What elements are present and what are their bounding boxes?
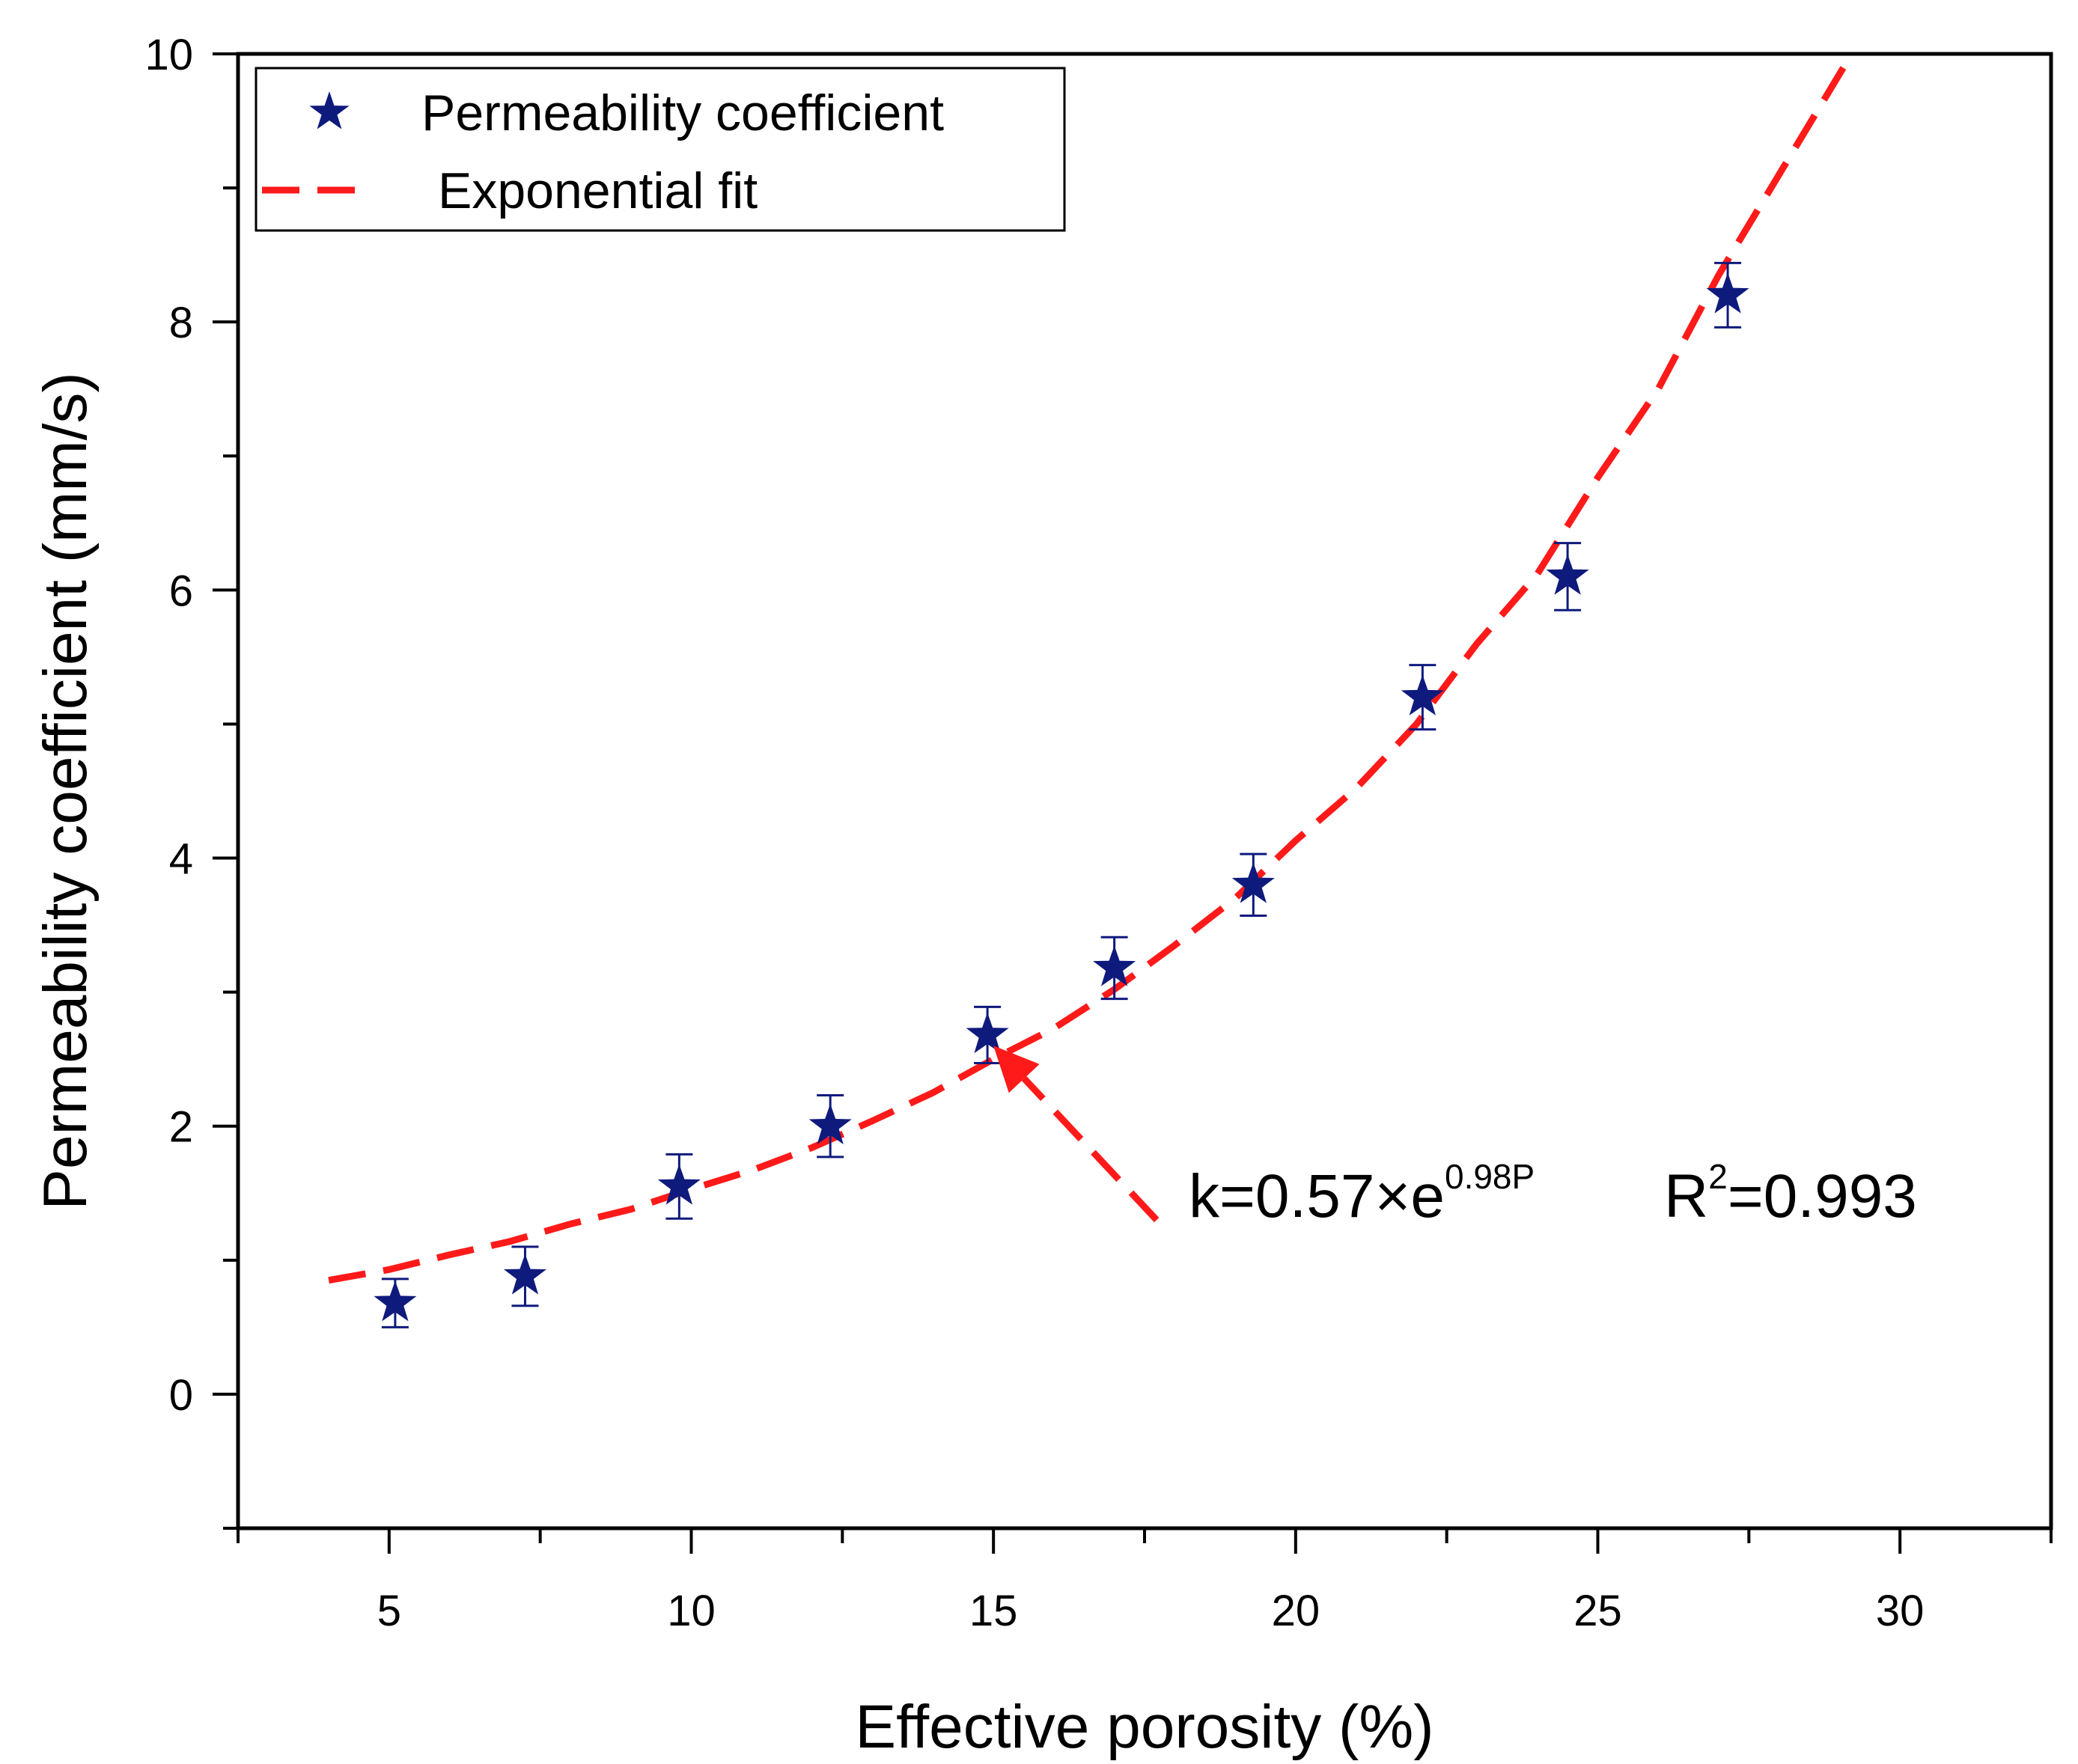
annotation-arrow: [993, 1046, 1160, 1223]
plot-frame: [236, 52, 2053, 1530]
star-marker: [1401, 674, 1444, 715]
y-tick-label: 6: [169, 567, 193, 615]
star-marker: [1546, 554, 1589, 595]
y-tick-label: 0: [169, 1371, 193, 1420]
axis-ticks: [213, 52, 2053, 1554]
x-tick-label: 30: [1876, 1587, 1925, 1635]
annotation-arrow-head: [993, 1046, 1040, 1093]
data-point: [657, 1153, 701, 1220]
fit-line-layer: [328, 54, 1855, 1284]
fit-line: [328, 54, 1855, 1284]
tick-labels: 5 10 15 20 25 30 0 2 4 6 8 10: [144, 31, 1924, 1635]
legend-label-fit: Exponential fit: [438, 162, 758, 219]
annotation-arrow-shaft: [1021, 1075, 1160, 1223]
data-point: [503, 1245, 547, 1307]
data-point: [374, 1278, 417, 1328]
data-point: [1546, 542, 1589, 611]
x-tick-label: 20: [1272, 1587, 1320, 1635]
data-point: [1093, 936, 1136, 1001]
legend-box: [255, 67, 1066, 232]
legend: Permeability coefficient Exponential fit: [255, 67, 1066, 232]
r-squared-label: R: [1664, 1162, 1708, 1230]
data-point: [966, 1005, 1009, 1065]
star-marker: [1231, 862, 1275, 903]
y-tick-label: 2: [169, 1103, 193, 1152]
data-point: [1231, 852, 1275, 918]
fit-equation: k=0.57×e0.98P R2=0.993: [1189, 1157, 1917, 1230]
y-tick-label: 10: [144, 31, 193, 79]
y-axis-title: Permeability coefficient (mm/s): [31, 372, 100, 1209]
star-marker: [374, 1281, 417, 1322]
r-squared-value: =0.993: [1728, 1162, 1917, 1230]
x-tick-label: 15: [969, 1587, 1018, 1635]
x-tick-label: 25: [1573, 1587, 1622, 1635]
y-tick-label: 4: [169, 835, 193, 884]
equation-exponent: 0.98P: [1445, 1157, 1535, 1196]
equation-base: k=0.57×e: [1189, 1162, 1445, 1230]
star-marker: [503, 1254, 547, 1295]
data-points-layer: [374, 261, 1749, 1328]
data-point: [808, 1094, 852, 1159]
star-marker: [966, 1012, 1009, 1054]
star-marker: [808, 1103, 852, 1144]
x-axis-title: Effective porosity (%): [855, 1693, 1433, 1761]
data-point: [1401, 664, 1444, 731]
legend-star-marker: [309, 91, 350, 129]
data-point: [1706, 261, 1749, 329]
r-squared-exponent: 2: [1708, 1157, 1728, 1196]
legend-label-points: Permeability coefficient: [421, 85, 944, 141]
star-marker: [1093, 945, 1136, 986]
star-marker: [1706, 272, 1749, 314]
x-tick-label: 5: [377, 1587, 401, 1635]
star-marker: [657, 1164, 701, 1205]
y-tick-label: 8: [169, 299, 193, 347]
x-tick-label: 10: [667, 1587, 716, 1635]
